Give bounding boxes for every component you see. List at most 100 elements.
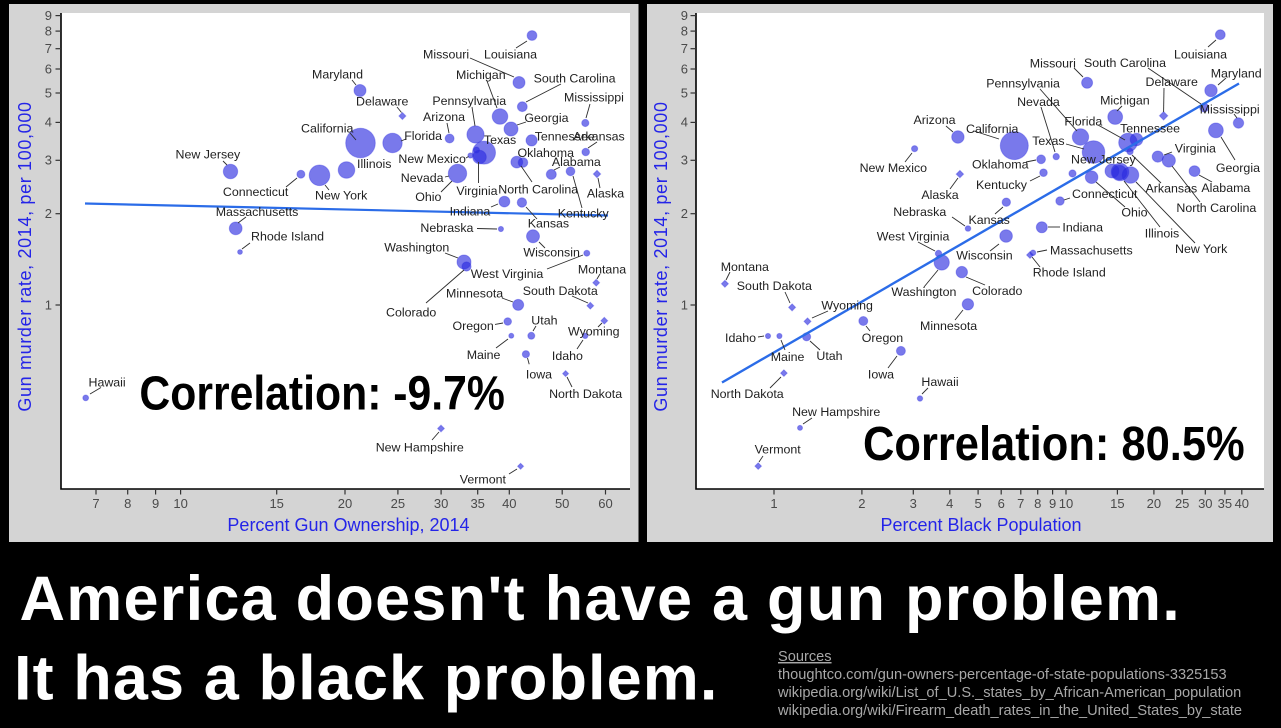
svg-text:30: 30 — [1198, 496, 1212, 511]
svg-text:New Jersey: New Jersey — [176, 148, 242, 162]
svg-text:Illinois: Illinois — [357, 157, 391, 171]
svg-text:Michigan: Michigan — [1100, 93, 1150, 107]
svg-text:America doesn't have a gun pro: America doesn't have a gun problem. — [20, 564, 1182, 634]
svg-text:Kentucky: Kentucky — [558, 206, 610, 220]
svg-text:Hawaii: Hawaii — [89, 375, 126, 389]
svg-text:Arkansas: Arkansas — [1146, 182, 1198, 196]
svg-text:5: 5 — [45, 85, 52, 100]
svg-text:50: 50 — [555, 496, 569, 511]
svg-text:West Virginia: West Virginia — [471, 267, 544, 281]
svg-text:North Carolina: North Carolina — [1176, 201, 1256, 215]
svg-text:Vermont: Vermont — [755, 443, 802, 457]
svg-text:New York: New York — [1175, 242, 1228, 256]
svg-text:15: 15 — [1110, 496, 1124, 511]
svg-text:Montana: Montana — [721, 260, 769, 274]
svg-text:thoughtco.com/gun-owners-perce: thoughtco.com/gun-owners-percentage-of-s… — [778, 667, 1227, 683]
svg-text:Missouri: Missouri — [1030, 56, 1076, 70]
svg-text:2: 2 — [681, 206, 688, 221]
svg-text:5: 5 — [681, 85, 688, 100]
svg-text:Louisiana: Louisiana — [1174, 48, 1227, 62]
svg-text:Missouri: Missouri — [423, 48, 469, 62]
svg-text:2: 2 — [45, 206, 52, 221]
svg-text:Delaware: Delaware — [356, 95, 408, 109]
svg-text:Georgia: Georgia — [1216, 161, 1260, 175]
svg-text:8: 8 — [45, 23, 52, 38]
svg-text:Wyoming: Wyoming — [568, 324, 620, 338]
svg-text:South Carolina: South Carolina — [1084, 56, 1166, 70]
svg-text:60: 60 — [598, 496, 612, 511]
svg-text:3: 3 — [910, 496, 917, 511]
svg-text:Florida: Florida — [404, 129, 442, 143]
svg-text:Percent Black Population: Percent Black Population — [880, 515, 1081, 535]
svg-text:Iowa: Iowa — [868, 368, 894, 382]
svg-text:Oregon: Oregon — [862, 331, 903, 345]
svg-text:Maine: Maine — [771, 350, 805, 364]
svg-text:Idaho: Idaho — [725, 331, 756, 345]
svg-text:40: 40 — [502, 496, 516, 511]
svg-text:Colorado: Colorado — [386, 305, 436, 319]
svg-text:Nevada: Nevada — [1017, 95, 1060, 109]
svg-text:Rhode Island: Rhode Island — [1033, 265, 1106, 279]
svg-text:10: 10 — [173, 496, 187, 511]
svg-text:Massachusetts: Massachusetts — [1050, 243, 1133, 257]
svg-text:West Virginia: West Virginia — [877, 230, 950, 244]
svg-text:Texas: Texas — [1032, 134, 1064, 148]
svg-text:9: 9 — [1049, 496, 1056, 511]
svg-text:30: 30 — [434, 496, 448, 511]
svg-text:8: 8 — [1034, 496, 1041, 511]
svg-text:South Dakota: South Dakota — [523, 284, 598, 298]
svg-text:Oklahoma: Oklahoma — [972, 158, 1029, 172]
svg-text:Montana: Montana — [578, 262, 626, 276]
svg-text:8: 8 — [124, 496, 131, 511]
svg-text:Maine: Maine — [467, 348, 501, 362]
svg-text:New Mexico: New Mexico — [398, 152, 466, 166]
svg-text:California: California — [966, 122, 1018, 136]
svg-text:Idaho: Idaho — [552, 349, 583, 363]
svg-text:6: 6 — [681, 61, 688, 76]
svg-text:6: 6 — [45, 61, 52, 76]
svg-text:Arizona: Arizona — [914, 113, 956, 127]
svg-text:Gun murder rate, 2014, per 100: Gun murder rate, 2014, per 100,000 — [651, 101, 671, 411]
svg-text:Kansas: Kansas — [528, 217, 569, 231]
svg-text:1: 1 — [45, 297, 52, 312]
svg-text:Correlation: -9.7%: Correlation: -9.7% — [139, 366, 504, 420]
svg-text:Alabama: Alabama — [552, 155, 601, 169]
svg-text:Wisconsin: Wisconsin — [956, 249, 1013, 263]
svg-text:New Jersey: New Jersey — [1071, 153, 1137, 167]
svg-text:25: 25 — [1175, 496, 1189, 511]
svg-text:Connecticut: Connecticut — [223, 185, 289, 199]
svg-text:Washington: Washington — [384, 241, 449, 255]
svg-text:New Mexico: New Mexico — [860, 161, 928, 175]
svg-text:25: 25 — [391, 496, 405, 511]
svg-text:South Carolina: South Carolina — [534, 71, 616, 85]
svg-text:7: 7 — [1017, 496, 1024, 511]
svg-text:Correlation: 80.5%: Correlation: 80.5% — [863, 417, 1245, 470]
svg-text:Nebraska: Nebraska — [420, 221, 473, 235]
svg-text:wikipedia.org/wiki/Firearm_dea: wikipedia.org/wiki/Firearm_death_rates_i… — [777, 703, 1242, 719]
svg-text:40: 40 — [1235, 496, 1249, 511]
svg-text:Gun murder rate, 2014, per 100: Gun murder rate, 2014, per 100,000 — [15, 101, 35, 411]
svg-text:Alabama: Alabama — [1201, 181, 1250, 195]
svg-text:Indiana: Indiana — [450, 205, 491, 219]
svg-text:7: 7 — [45, 41, 52, 56]
svg-text:Utah: Utah — [816, 349, 842, 363]
svg-text:North Dakota: North Dakota — [711, 387, 784, 401]
svg-text:15: 15 — [269, 496, 283, 511]
svg-text:Minnesota: Minnesota — [920, 319, 977, 333]
svg-text:Maryland: Maryland — [1211, 67, 1262, 81]
svg-text:35: 35 — [470, 496, 484, 511]
svg-text:3: 3 — [45, 153, 52, 168]
svg-text:1: 1 — [770, 496, 777, 511]
svg-text:South Dakota: South Dakota — [737, 279, 812, 293]
svg-text:Arkansas: Arkansas — [573, 130, 625, 144]
svg-text:Nebraska: Nebraska — [893, 205, 946, 219]
svg-text:It has a black problem.: It has a black problem. — [14, 643, 719, 713]
svg-text:Utah: Utah — [531, 313, 557, 327]
svg-text:Connecticut: Connecticut — [1072, 187, 1138, 201]
svg-text:Mississippi: Mississippi — [564, 91, 624, 105]
svg-text:Virginia: Virginia — [1175, 141, 1216, 155]
svg-text:6: 6 — [998, 496, 1005, 511]
svg-text:Georgia: Georgia — [524, 111, 568, 125]
svg-text:Delaware: Delaware — [1146, 75, 1198, 89]
svg-text:Indiana: Indiana — [1062, 220, 1103, 234]
